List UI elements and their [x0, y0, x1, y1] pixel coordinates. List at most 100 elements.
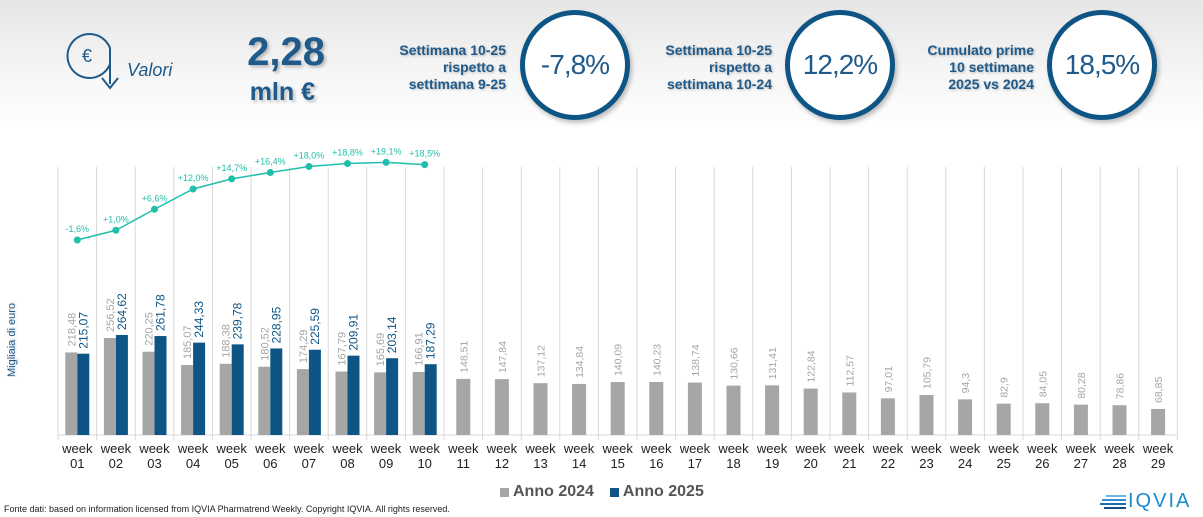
bar-2024-week-09 — [374, 372, 387, 435]
x-tick-label: week — [1142, 441, 1174, 456]
x-tick-label: 08 — [340, 456, 354, 471]
x-tick-label: week — [679, 441, 711, 456]
data-label-2025: 203,14 — [385, 316, 399, 353]
data-label-2024: 112,57 — [844, 355, 856, 386]
kpi-circle-cumulative: 18,5% — [1047, 10, 1157, 120]
data-label-2024: 68,85 — [1153, 377, 1165, 403]
legend-item-2025: Anno 2025 — [609, 483, 704, 501]
bar-2024-week-21 — [842, 392, 857, 435]
svg-text:€: € — [82, 46, 92, 66]
bar-2024-week-01 — [65, 352, 78, 435]
cumulative-point — [189, 185, 197, 193]
x-tick-label: week — [100, 441, 132, 456]
bar-2024-week-02 — [103, 338, 116, 435]
bar-2024-week-10 — [412, 371, 425, 435]
x-tick-label: 25 — [996, 456, 1010, 471]
bar-2024-week-25 — [996, 403, 1011, 435]
data-label-2024: 218,48 — [66, 313, 78, 347]
cumulative-label: +14,7% — [216, 163, 247, 173]
bar-2024-week-18 — [726, 385, 741, 435]
data-label-2024: 134,84 — [574, 346, 586, 378]
bar-2024-week-17 — [687, 382, 702, 435]
x-tick-label: 17 — [688, 456, 702, 471]
bar-2024-week-05 — [219, 363, 232, 435]
cumulative-point — [344, 160, 351, 167]
x-tick-label: week — [949, 441, 981, 456]
bar-2025-week-06 — [270, 348, 283, 435]
cumulative-point — [228, 175, 236, 183]
iqvia-logo-text: IQVIA — [1128, 490, 1192, 512]
bar-2025-week-03 — [154, 336, 167, 435]
cumulative-point — [305, 163, 313, 170]
x-tick-label: 18 — [726, 456, 740, 471]
x-tick-label: week — [756, 441, 788, 456]
x-tick-label: week — [910, 441, 942, 456]
bar-2024-week-22 — [880, 398, 895, 435]
cumulative-label: +16,4% — [255, 157, 286, 167]
cumulative-point — [112, 226, 120, 234]
cumulative-point — [151, 205, 158, 213]
x-tick-label: week — [486, 441, 518, 456]
data-label-2024: 220,25 — [144, 312, 156, 346]
data-label-2024: 130,66 — [729, 347, 741, 379]
x-tick-label: week — [1103, 441, 1135, 456]
data-label-2024: 140,23 — [651, 344, 663, 376]
data-label-2025: 261,78 — [154, 294, 168, 331]
x-tick-label: 10 — [417, 456, 431, 471]
total-unit: mln € — [249, 78, 315, 106]
bar-2025-week-08 — [347, 355, 360, 435]
data-label-2024: 80,28 — [1076, 372, 1088, 398]
bar-2024-week-29 — [1151, 408, 1166, 435]
cumulative-label: -1,6% — [66, 224, 90, 234]
data-label-2024: 174,29 — [298, 329, 310, 363]
bar-2025-week-10 — [424, 364, 437, 435]
cumulative-label: +1,0% — [103, 214, 129, 224]
cumulative-label: +6,6% — [142, 193, 168, 203]
bar-2025-week-05 — [231, 344, 244, 435]
iqvia-logo: IQVIA — [1100, 490, 1191, 513]
bar-2024-week-23 — [919, 395, 934, 435]
bar-2024-week-06 — [258, 366, 271, 435]
x-tick-label: week — [988, 441, 1020, 456]
x-tick-label: week — [833, 441, 865, 456]
data-label-2024: 137,12 — [536, 345, 548, 377]
bar-2024-week-03 — [142, 351, 155, 435]
kpi-header: € Valori 2,28 mln € Settimana 10-25 risp… — [0, 0, 1203, 130]
cumulative-label: +18,5% — [409, 149, 440, 159]
data-label-2025: 264,62 — [115, 293, 129, 330]
x-tick-label: 16 — [649, 456, 663, 471]
total-value: 2,28 — [247, 30, 325, 74]
bar-2024-week-14 — [572, 384, 587, 435]
x-tick-label: 14 — [572, 456, 586, 471]
chart-legend: Anno 2024 Anno 2025 — [500, 483, 704, 501]
x-tick-label: 09 — [379, 456, 393, 471]
data-label-2024: 256,52 — [105, 298, 117, 332]
x-tick-label: 05 — [224, 456, 238, 471]
euro-coin-down-arrow-icon: € — [66, 33, 119, 90]
kpi-circle-week-vs-last-year: 12,2% — [785, 10, 895, 120]
cumulative-label: +18,0% — [294, 151, 325, 161]
x-tick-label: week — [409, 441, 441, 456]
data-label-2024: 105,79 — [922, 357, 934, 389]
x-tick-label: week — [61, 441, 93, 456]
bar-2025-week-01 — [77, 353, 90, 435]
x-tick-label: 06 — [263, 456, 277, 471]
x-tick-label: week — [216, 441, 248, 456]
bar-2024-week-16 — [649, 381, 664, 435]
data-label-2024: 78,86 — [1115, 373, 1127, 399]
x-tick-label: week — [872, 441, 904, 456]
y-axis-label: Migliaia di euro — [6, 303, 18, 377]
x-tick-label: week — [717, 441, 749, 456]
data-label-2025: 187,29 — [424, 322, 438, 359]
x-tick-label: week — [563, 441, 595, 456]
data-label-2024: 122,84 — [806, 350, 818, 382]
bar-2024-week-20 — [803, 388, 818, 435]
x-tick-label: 28 — [1112, 456, 1126, 471]
data-label-2024: 147,84 — [497, 341, 509, 373]
bar-2024-week-15 — [610, 382, 625, 435]
kpi-caption-cumulative: Cumulato prime 10 settimane 2025 vs 2024 — [927, 42, 1034, 92]
data-label-2025: 244,33 — [192, 301, 206, 338]
data-label-2024: 188,38 — [221, 324, 233, 358]
legend-item-2024: Anno 2024 — [500, 483, 594, 501]
x-tick-label: week — [524, 441, 556, 456]
